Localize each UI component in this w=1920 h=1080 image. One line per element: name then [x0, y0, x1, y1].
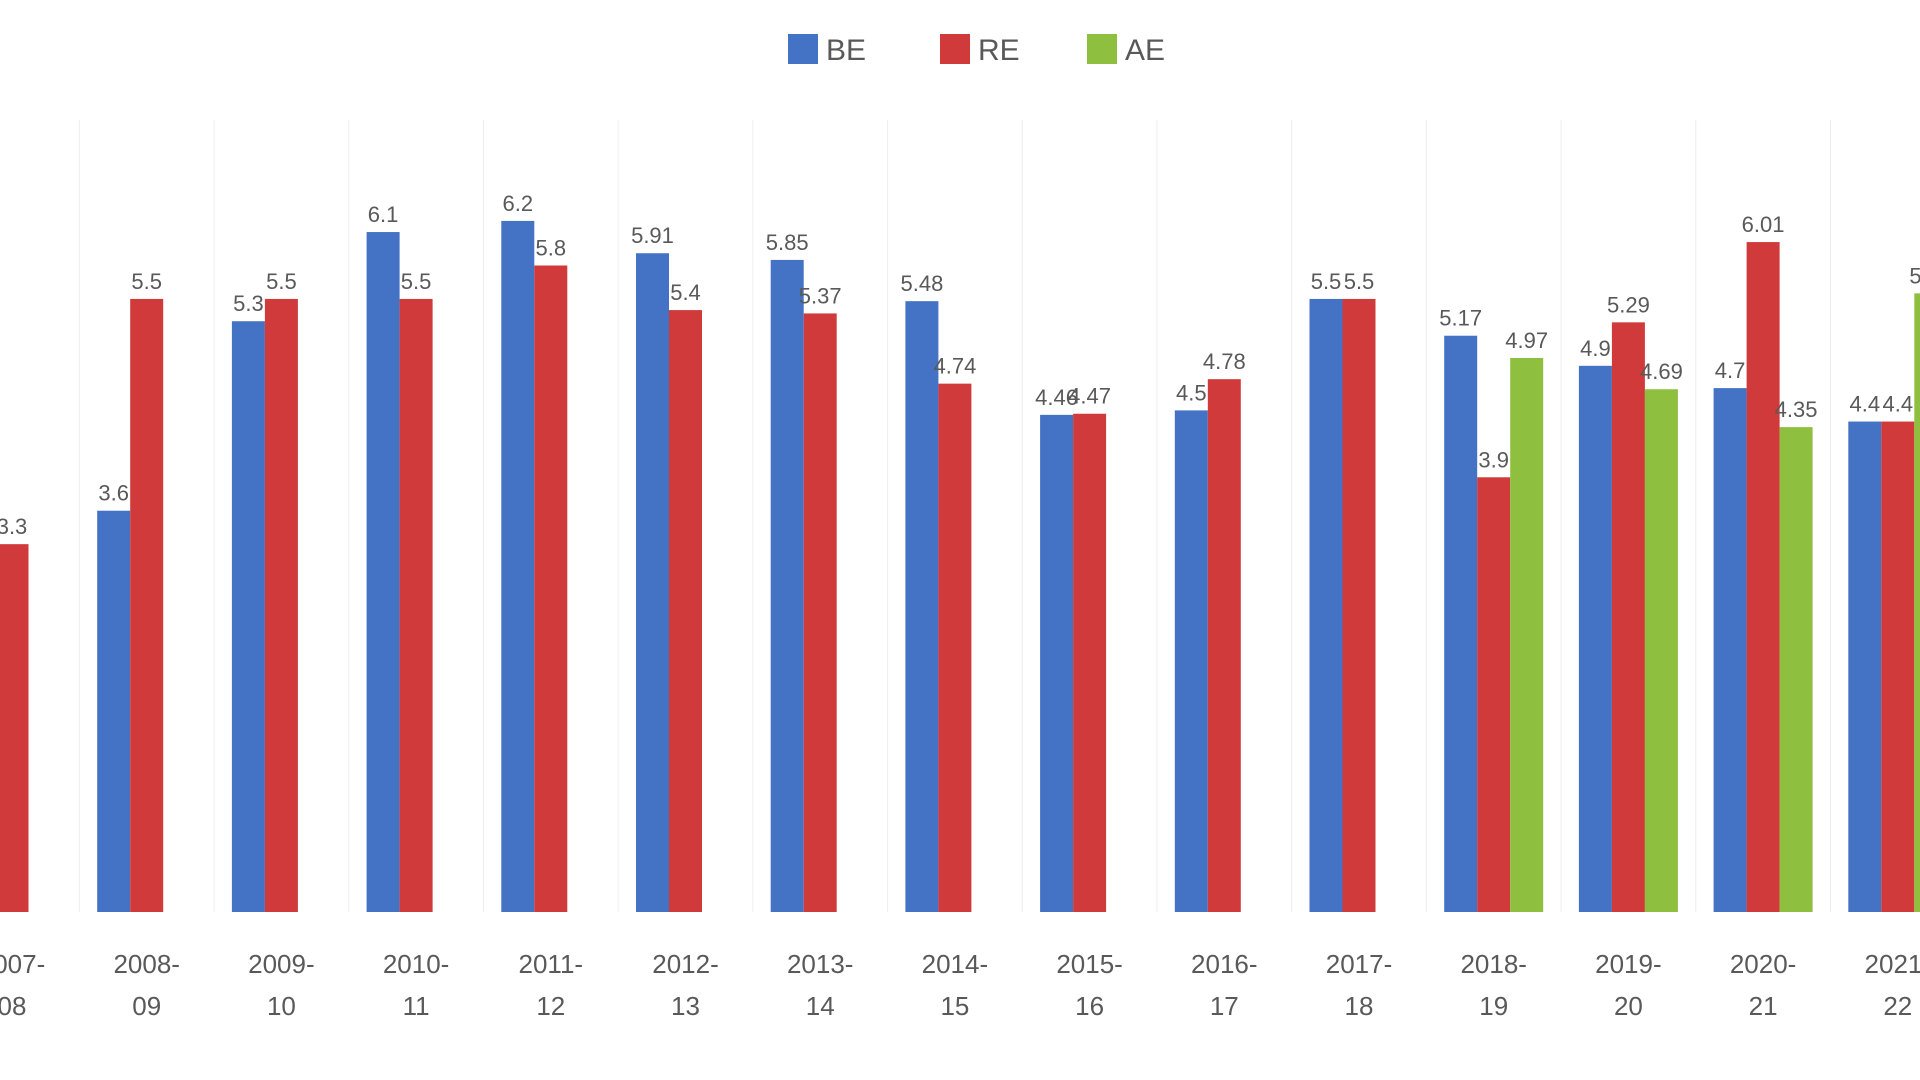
value-label: 5.48 [900, 271, 943, 296]
value-label: 6.2 [503, 191, 534, 216]
x-tick-label: 2010-11 [383, 949, 450, 1021]
value-label: 3.3 [0, 514, 27, 539]
legend-swatch [1087, 34, 1117, 64]
x-tick-label: 2014-15 [922, 949, 989, 1021]
bar [669, 310, 702, 913]
value-label: 5.8 [536, 235, 567, 260]
legend-label: AE [1125, 34, 1165, 67]
value-label: 4.97 [1505, 328, 1548, 353]
bar [1644, 389, 1678, 913]
bar [1510, 358, 1544, 912]
value-label: 4.47 [1068, 384, 1111, 409]
value-label: 5.17 [1439, 306, 1482, 331]
bar [905, 301, 939, 912]
bar [534, 265, 568, 912]
value-label: 4.7 [1715, 358, 1746, 383]
value-label: 5.5 [1311, 269, 1342, 294]
bar [130, 298, 164, 912]
value-label: 4.4 [1850, 392, 1881, 417]
value-label: 3.6 [98, 481, 129, 506]
bar [1309, 298, 1343, 912]
value-label: 5.91 [631, 223, 674, 248]
value-label: 4.69 [1640, 359, 1683, 384]
bar [1881, 421, 1915, 912]
value-label: 5.5 [131, 269, 162, 294]
bar [1040, 414, 1074, 912]
x-tick-label: 2018-19 [1460, 949, 1527, 1021]
x-tick-label: 2013-14 [787, 949, 854, 1021]
value-label: 4.4 [1883, 392, 1914, 417]
x-tick-label: 2008-09 [113, 949, 180, 1021]
bar [803, 313, 837, 912]
bar [1174, 410, 1208, 912]
bar [1746, 242, 1780, 912]
bar [366, 232, 400, 912]
bar [1713, 388, 1747, 912]
x-tick-label: 2021-22 [1865, 949, 1920, 1021]
bar [1578, 365, 1612, 912]
bar [0, 544, 29, 912]
value-label: 5.5 [401, 269, 432, 294]
bar [1342, 298, 1376, 912]
bar [938, 383, 972, 912]
x-tick-label: 2016-17 [1191, 949, 1258, 1021]
value-label: 3.9 [1478, 447, 1509, 472]
bar [264, 298, 298, 912]
x-tick-label: 2019-20 [1595, 949, 1662, 1021]
value-label: 4.74 [933, 354, 976, 379]
value-label: 5.4 [670, 280, 701, 305]
value-label: 5.29 [1607, 292, 1650, 317]
bar [1848, 421, 1882, 912]
legend-label: BE [826, 34, 866, 67]
bar [1611, 322, 1645, 913]
bar [97, 510, 131, 912]
value-label: 4.5 [1176, 380, 1207, 405]
bar [231, 321, 265, 912]
value-label: 5.5 [266, 269, 297, 294]
x-tick-label: 2020-21 [1730, 949, 1797, 1021]
value-label: 4.9 [1580, 336, 1611, 361]
value-label: 4.78 [1203, 349, 1246, 374]
bar [1207, 379, 1241, 912]
legend-swatch [940, 34, 970, 64]
value-label: 5.5 [1344, 269, 1375, 294]
legend-swatch [788, 34, 818, 64]
x-tick-label: 2011-12 [519, 949, 584, 1021]
bar [1477, 477, 1511, 912]
bar [1444, 335, 1478, 912]
bar [770, 259, 804, 912]
value-label: 4.46 [1035, 385, 1078, 410]
bar [501, 220, 535, 912]
bar [1914, 293, 1920, 912]
x-tick-label: 2017-18 [1326, 949, 1393, 1021]
bar [636, 253, 669, 912]
bar [1779, 427, 1813, 912]
value-label: 6.01 [1742, 212, 1785, 237]
value-label: 4.35 [1775, 397, 1818, 422]
legend-label: RE [978, 34, 1020, 67]
value-label: 5.85 [766, 230, 809, 255]
x-tick-label: 2007-08 [0, 949, 45, 1021]
bar [399, 298, 433, 912]
value-label: 5.55 [1909, 263, 1920, 288]
value-label: 5.37 [799, 283, 842, 308]
x-tick-label: 2015-16 [1056, 949, 1123, 1021]
x-tick-label: 2012-13 [652, 949, 719, 1021]
x-tick-label: 2009-10 [248, 949, 315, 1021]
value-label: 6.1 [368, 202, 399, 227]
bar [1073, 413, 1107, 912]
value-label: 5.3 [233, 291, 264, 316]
